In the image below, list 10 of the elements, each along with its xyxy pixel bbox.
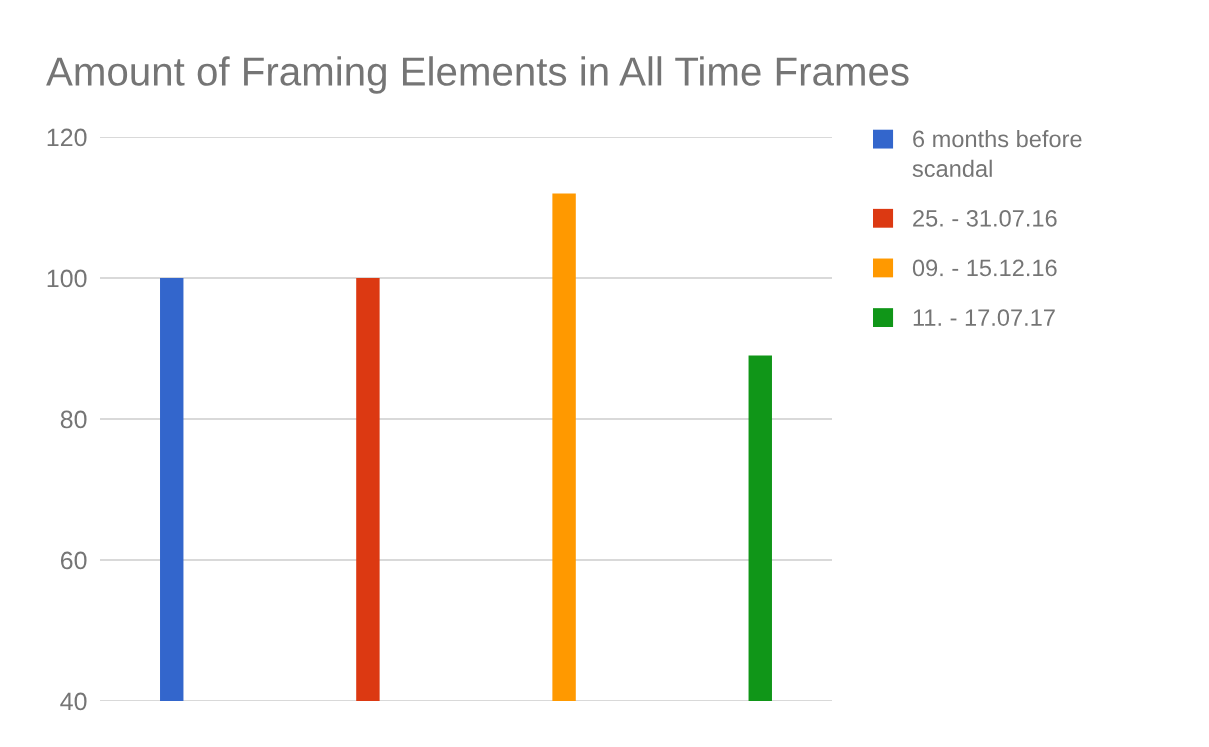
y-tick-label: 60: [60, 551, 87, 570]
y-tick-label: 80: [60, 410, 87, 429]
legend-label: 6 months before scandal: [912, 130, 1082, 178]
y-tick-label: 100: [47, 269, 87, 288]
y-tick-label: 40: [60, 692, 87, 711]
y-tick-label: 120: [47, 128, 87, 147]
legend-label: 11. - 17.07.17: [913, 309, 1055, 326]
legend-label: 09. - 15.12.16: [912, 259, 1057, 277]
legend-label: 25. - 31.07.16: [913, 209, 1057, 227]
chart-title: Amount of Framing Elements in All Time Frames: [46, 56, 909, 94]
